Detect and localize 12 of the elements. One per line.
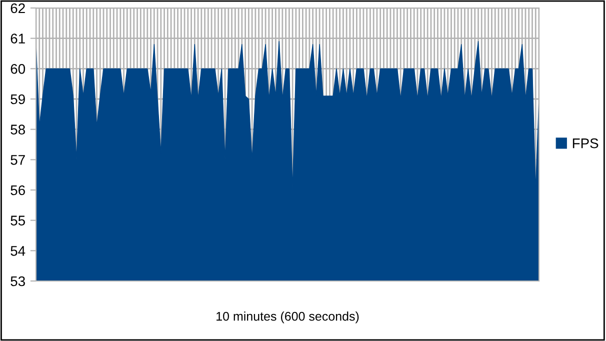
- y-tick-label: 57: [10, 155, 25, 165]
- y-tick-label: 53: [10, 276, 25, 286]
- y-tick-label: 58: [10, 124, 25, 135]
- y-tick-label: 54: [10, 246, 26, 256]
- legend-label: FPS: [572, 138, 598, 148]
- y-tick-label: 60: [10, 64, 26, 74]
- y-tick-label: 55: [10, 216, 26, 226]
- x-axis-title: 10 minutes (600 seconds): [216, 312, 359, 324]
- y-tick-label: 62: [10, 3, 25, 14]
- y-tick-label: 61: [10, 34, 25, 44]
- y-tick-label: 59: [10, 94, 25, 104]
- y-tick-label: 56: [10, 185, 25, 196]
